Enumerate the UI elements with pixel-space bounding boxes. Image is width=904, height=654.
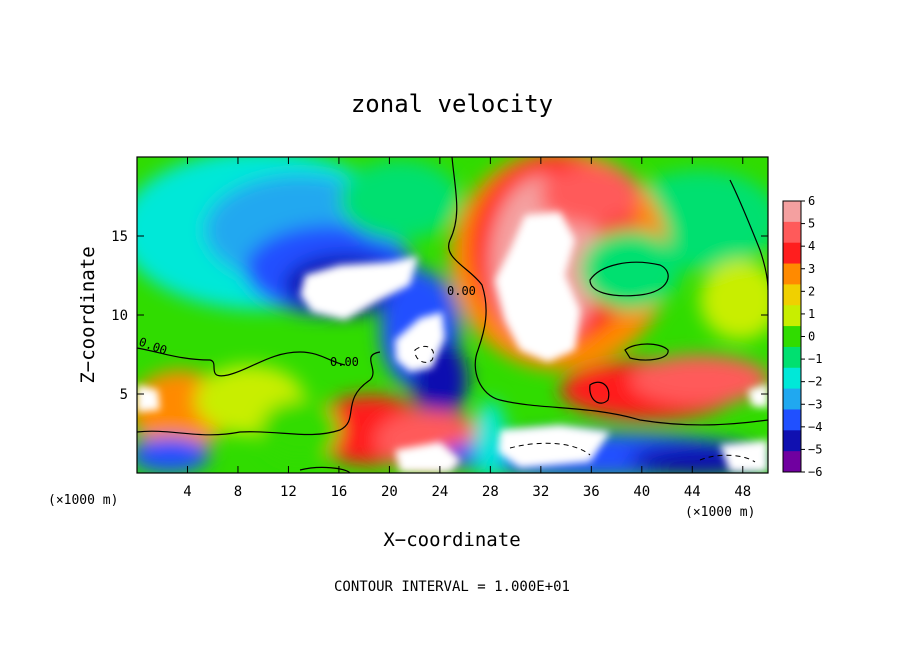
- y-axis-label: Z−coordinate: [77, 246, 99, 383]
- colorbar: 6 5 4 3 2 1 0 −1 −2 −3 −4 −5 −6: [782, 194, 822, 479]
- x-tick-label: 44: [684, 484, 701, 500]
- colorbar-cell: [783, 221, 801, 244]
- colorbar-cell: [783, 346, 801, 369]
- x-tick-label: 40: [633, 484, 650, 500]
- colorbar-cell: [783, 367, 801, 390]
- colorbar-cell: [783, 326, 801, 348]
- x-tick-label: 32: [532, 484, 549, 500]
- colorbar-label: −6: [808, 465, 822, 479]
- y-tick-label: 5: [120, 387, 128, 403]
- colorbar-cell: [783, 242, 801, 265]
- colorbar-cell: [783, 430, 801, 452]
- x-tick-label: 48: [734, 484, 751, 500]
- x-axis-label: X−coordinate: [383, 529, 520, 551]
- colorbar-label: −3: [808, 397, 822, 411]
- x-tick-label: 4: [183, 484, 191, 500]
- colorbar-label: −5: [808, 442, 822, 456]
- x-tick-label: 16: [330, 484, 347, 500]
- colorbar-label: 2: [808, 284, 815, 298]
- y-tick-label: 15: [111, 229, 128, 245]
- contour-lines: [137, 157, 768, 473]
- y-tick-label: 10: [111, 308, 128, 324]
- colorbar-cell: [783, 201, 801, 223]
- chart-title: zonal velocity: [351, 90, 553, 118]
- colorbar-label: 1: [808, 307, 815, 321]
- colorbar-label: 3: [808, 262, 815, 276]
- contour-interval-note: CONTOUR INTERVAL = 1.000E+01: [334, 579, 570, 595]
- contour-label: 0.00: [330, 355, 359, 369]
- colorbar-cell: [783, 263, 801, 285]
- colorbar-cell: [783, 284, 801, 306]
- colorbar-label: 5: [808, 217, 815, 231]
- x-tick-label: 8: [234, 484, 242, 500]
- x-axis: 4 8 12 16 20 24 28 32 36 40 44 48: [183, 157, 751, 500]
- negative-contours: [414, 345, 756, 463]
- colorbar-cell: [783, 305, 801, 327]
- heatmap-field: 0.00 0.00 0.00: [137, 157, 768, 473]
- x-tick-label: 20: [381, 484, 398, 500]
- colorbar-cell: [783, 409, 801, 431]
- x-tick-label: 28: [482, 484, 499, 500]
- colorbar-cell: [783, 451, 801, 473]
- colorbar-label: 6: [808, 194, 815, 208]
- colorbar-label: −1: [808, 352, 822, 366]
- colorbar-label: 4: [808, 239, 815, 253]
- colorbar-label: −2: [808, 375, 822, 389]
- colorbar-label: −4: [808, 420, 822, 434]
- y-axis: 5 10 15: [111, 229, 768, 403]
- contour-label: 0.00: [447, 284, 476, 298]
- x-tick-label: 12: [280, 484, 297, 500]
- x-axis-unit-right: (×1000 m): [685, 505, 755, 520]
- x-tick-label: 24: [431, 484, 448, 500]
- colorbar-label: 0: [808, 330, 815, 344]
- colorbar-cell: [783, 388, 801, 410]
- x-axis-unit-left: (×1000 m): [48, 493, 118, 508]
- x-tick-label: 36: [583, 484, 600, 500]
